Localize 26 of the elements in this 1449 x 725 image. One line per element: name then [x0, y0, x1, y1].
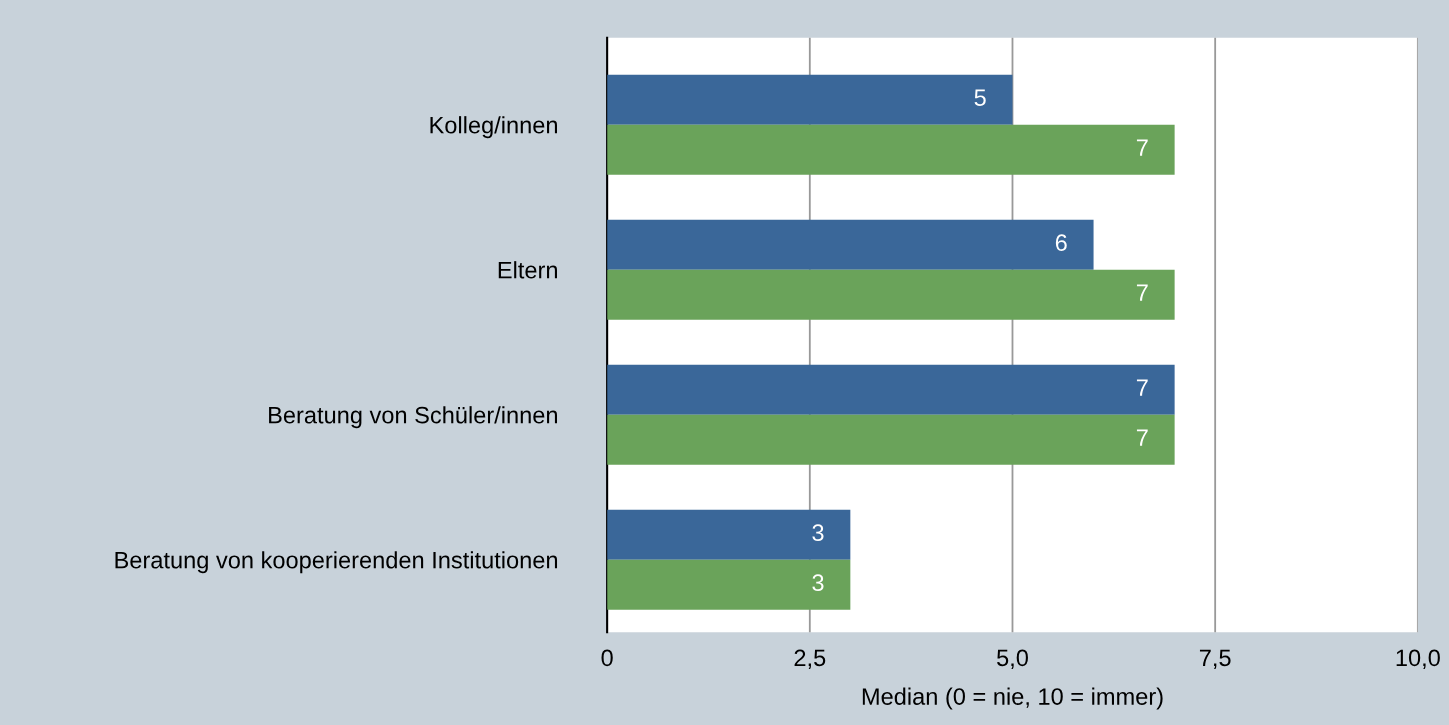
data-label: 7	[1136, 284, 1148, 301]
data-label: 6	[1055, 234, 1067, 252]
x-tick-label: 0	[601, 649, 613, 667]
bar	[607, 509, 851, 560]
x-tick-label: 2,5	[794, 649, 826, 669]
bar	[607, 269, 1175, 320]
x-tick-label: 7,5	[1199, 649, 1231, 669]
data-label: 3	[812, 524, 824, 542]
bar	[607, 124, 1175, 175]
y-tick-label: Kolleg/innen	[430, 116, 557, 139]
x-axis-title: Median (0 = nie, 10 = immer)	[862, 687, 1163, 710]
x-tick-label: 5,0	[997, 649, 1028, 669]
data-label: 5	[974, 89, 986, 107]
data-label: 7	[1136, 139, 1148, 156]
bar	[607, 219, 1094, 270]
x-tick-label: 10,0	[1396, 649, 1440, 669]
bar	[607, 414, 1175, 465]
data-label: 7	[1136, 429, 1148, 446]
bar	[607, 364, 1175, 415]
bar	[607, 74, 1013, 125]
y-tick-label: Eltern	[498, 261, 557, 279]
data-label: 3	[812, 574, 824, 592]
y-tick-label: Beratung von kooperierenden Institutionen	[115, 551, 558, 574]
data-label: 7	[1136, 379, 1148, 396]
y-tick-label: Beratung von Schüler/innen	[269, 406, 558, 429]
bar	[607, 559, 851, 610]
